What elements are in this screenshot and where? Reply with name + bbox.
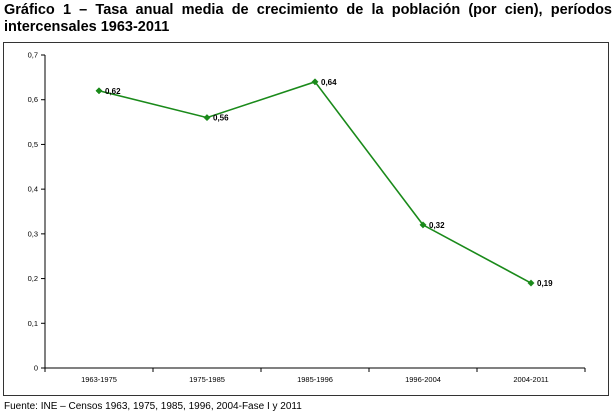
y-tick-label: 0,6 — [28, 95, 38, 104]
x-tick-label: 2004-2011 — [513, 375, 548, 384]
chart-title-line-1: Gráfico 1 – Tasa anual media de crecimie… — [4, 2, 612, 18]
x-tick-label: 1963-1975 — [81, 375, 117, 384]
data-label: 0,56 — [213, 114, 229, 123]
y-tick-label: 0,5 — [28, 140, 38, 149]
data-point-marker — [203, 114, 211, 122]
chart-title-line-2: intercensales 1963-2011 — [4, 19, 170, 35]
y-tick-label: 0,3 — [28, 229, 38, 238]
data-label: 0,32 — [429, 221, 445, 230]
data-label: 0,64 — [321, 78, 337, 87]
data-label: 0,62 — [105, 87, 121, 96]
chart-title: Gráfico 1 – Tasa anual media de crecimie… — [4, 2, 612, 36]
y-tick-label: 0 — [34, 364, 38, 373]
y-tick-label: 0,7 — [28, 51, 38, 60]
y-tick-label: 0,4 — [28, 185, 38, 194]
series-line — [98, 80, 532, 284]
x-tick-label: 1975-1985 — [189, 375, 225, 384]
data-point-marker — [527, 279, 535, 287]
x-tick-label: 1996-2004 — [405, 375, 441, 384]
chart-frame — [3, 42, 609, 396]
y-tick-label: 0,2 — [28, 274, 38, 283]
data-point-marker — [311, 78, 319, 86]
x-tick-label: 1985-1996 — [297, 375, 333, 384]
source-note: Fuente: INE – Censos 1963, 1975, 1985, 1… — [4, 401, 302, 412]
y-tick-label: 0,1 — [28, 319, 38, 328]
data-point-marker — [419, 221, 427, 229]
data-label: 0,19 — [537, 279, 553, 288]
data-point-marker — [95, 87, 103, 95]
